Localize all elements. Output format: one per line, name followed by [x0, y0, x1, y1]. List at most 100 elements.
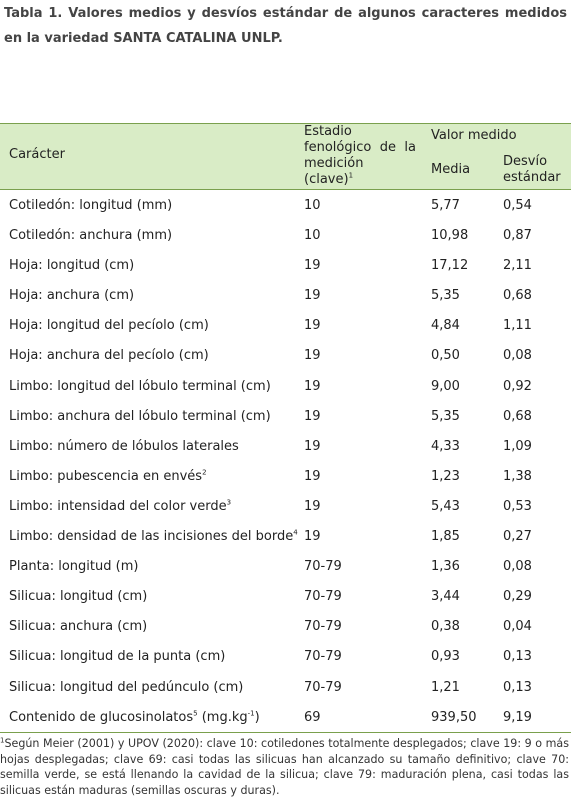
- cell-caracter-text: Hoja: longitud (cm): [9, 258, 135, 274]
- cell-desvio: 0,08: [503, 559, 532, 575]
- cell-media: 17,12: [431, 258, 469, 274]
- cell-estadio: 70-79: [304, 649, 342, 665]
- cell-desvio: 0,08: [503, 348, 532, 364]
- table-row: Silicua: longitud de la punta (cm) 70-79 0…: [0, 641, 571, 671]
- cell-estadio: 69: [304, 709, 321, 725]
- cell-caracter: Silicua: longitud del pedúnculo (cm): [9, 679, 243, 696]
- cell-media: 1,23: [431, 468, 460, 484]
- cell-desvio: 1,11: [503, 318, 532, 334]
- cell-media: 1,21: [431, 679, 460, 695]
- cell-unit-close: ): [254, 709, 260, 725]
- cell-footnote-mark: 3: [226, 498, 232, 507]
- cell-caracter-text: Limbo: intensidad del color verde: [9, 498, 227, 514]
- cell-caracter: Silicua: longitud (cm): [9, 588, 147, 605]
- cell-desvio: 0,13: [503, 679, 532, 695]
- cell-caracter: Cotiledón: longitud (mm): [9, 197, 172, 214]
- cell-caracter-text: Limbo: densidad de las incisiones del bo…: [9, 529, 294, 545]
- table-row: Silicua: longitud (cm) 70-79 3,44 0,29: [0, 581, 571, 611]
- cell-estadio: 70-79: [304, 589, 342, 605]
- cell-caracter-text: Silicua: longitud (cm): [9, 589, 148, 605]
- cell-media: 1,85: [431, 529, 460, 545]
- cell-media: 5,43: [431, 498, 460, 514]
- cell-caracter: Limbo: anchura del lóbulo terminal (cm): [9, 408, 271, 425]
- table-row: Hoja: anchura del pecíolo (cm) 19 0,50 0,08: [0, 340, 571, 370]
- table-body: Cotiledón: longitud (mm) 10 5,77 0,54 Cotile…: [0, 190, 571, 733]
- cell-caracter-text: Limbo: anchura del lóbulo terminal (cm): [9, 408, 271, 424]
- table-row: Silicua: longitud del pedúnculo (cm) 70-7…: [0, 672, 571, 702]
- cell-caracter-text: Hoja: anchura del pecíolo (cm): [9, 348, 209, 364]
- cell-media: 0,93: [431, 649, 460, 665]
- cell-caracter-text: Limbo: pubescencia en envés: [9, 468, 203, 484]
- cell-caracter: Hoja: longitud (cm): [9, 257, 134, 274]
- cell-caracter-text: Silicua: longitud del pedúnculo (cm): [9, 679, 244, 695]
- table-row: Hoja: longitud del pecíolo (cm) 19 4,84 1,1…: [0, 310, 571, 340]
- cell-estadio: 19: [304, 468, 321, 484]
- table-row: Limbo: pubescencia en envés2 19 1,23 1,38: [0, 461, 571, 491]
- cell-caracter-text: Silicua: anchura (cm): [9, 619, 148, 635]
- cell-desvio: 1,38: [503, 468, 532, 484]
- header-estadio-text: Estadio fenológico de la medición (clave…: [304, 124, 416, 187]
- cell-media: 5,77: [431, 198, 460, 213]
- table-row: Cotiledón: anchura (mm) 10 10,98 0,87: [0, 220, 571, 250]
- cell-media: 4,84: [431, 318, 460, 334]
- cell-caracter: Hoja: anchura del pecíolo (cm): [9, 347, 209, 364]
- cell-estadio: 10: [304, 198, 321, 213]
- cell-media: 939,50: [431, 709, 477, 725]
- cell-desvio: 9,19: [503, 709, 532, 725]
- cell-desvio: 0,87: [503, 228, 532, 244]
- cell-caracter-text: Silicua: longitud de la punta (cm): [9, 649, 226, 665]
- cell-estadio: 19: [304, 288, 321, 304]
- cell-caracter-text: Limbo: número de lóbulos laterales: [9, 438, 239, 454]
- cell-estadio: 19: [304, 408, 321, 424]
- table-row: Silicua: anchura (cm) 70-79 0,38 0,04: [0, 611, 571, 641]
- cell-caracter: Limbo: intensidad del color verde3: [9, 498, 231, 515]
- table-caption: Tabla 1. Valores medios y desvíos estánd…: [4, 6, 567, 46]
- header-estadio: Estadio fenológico de la medición (clave…: [304, 124, 416, 188]
- footnote: 1Según Meier (2001) y UPOV (2020): clave…: [0, 736, 569, 798]
- cell-desvio: 0,92: [503, 378, 532, 394]
- cell-desvio: 0,27: [503, 529, 532, 545]
- cell-desvio: 0,53: [503, 498, 532, 514]
- cell-estadio: 19: [304, 258, 321, 274]
- cell-unit: (mg.kg: [197, 709, 248, 725]
- cell-media: 4,33: [431, 438, 460, 454]
- cell-caracter-text: Contenido de glucosinolatos: [9, 709, 194, 725]
- cell-footnote-mark: 5: [193, 709, 198, 718]
- table-row: Contenido de glucosinolatos5 (mg.kg-1) 69…: [0, 702, 571, 733]
- cell-estadio: 70-79: [304, 619, 342, 635]
- cell-media: 5,35: [431, 408, 460, 424]
- cell-media: 10,98: [431, 228, 469, 244]
- cell-desvio: 0,68: [503, 408, 532, 424]
- cell-caracter: Limbo: pubescencia en envés2: [9, 468, 207, 485]
- table-row: Planta: longitud (m) 70-79 1,36 0,08: [0, 551, 571, 581]
- header-media: Media: [431, 162, 471, 177]
- cell-desvio: 0,04: [503, 619, 532, 635]
- header-estadio-footnote-mark: 1: [348, 171, 354, 180]
- cell-media: 1,36: [431, 559, 460, 575]
- cell-media: 0,38: [431, 619, 460, 635]
- cell-caracter-text: Hoja: anchura (cm): [9, 288, 135, 304]
- cell-caracter: Contenido de glucosinolatos5 (mg.kg-1): [9, 709, 260, 726]
- table-header: Carácter Estadio fenológico de la medici…: [0, 123, 571, 190]
- cell-footnote-mark: 2: [202, 468, 207, 477]
- table-row: Limbo: anchura del lóbulo terminal (cm) 1…: [0, 401, 571, 431]
- cell-estadio: 70-79: [304, 559, 342, 575]
- cell-caracter-text: Planta: longitud (m): [9, 559, 139, 575]
- cell-caracter-text: Cotiledón: anchura (mm): [9, 228, 173, 244]
- table-row: Cotiledón: longitud (mm) 10 5,77 0,54: [0, 190, 571, 220]
- data-table: Carácter Estadio fenológico de la medici…: [0, 123, 571, 733]
- cell-estadio: 19: [304, 498, 321, 514]
- cell-caracter: Limbo: longitud del lóbulo terminal (cm): [9, 378, 271, 395]
- cell-desvio: 0,29: [503, 589, 532, 605]
- cell-caracter-text: Cotiledón: longitud (mm): [9, 198, 173, 213]
- cell-desvio: 0,68: [503, 288, 532, 304]
- cell-caracter: Cotiledón: anchura (mm): [9, 227, 172, 244]
- cell-caracter: Hoja: anchura (cm): [9, 287, 134, 304]
- footnote-mark: 1: [0, 736, 5, 745]
- header-valor-medido: Valor medido: [431, 128, 517, 143]
- cell-estadio: 19: [304, 378, 321, 394]
- header-caracter: Carácter: [9, 147, 65, 162]
- cell-caracter-text: Hoja: longitud del pecíolo (cm): [9, 318, 209, 334]
- cell-desvio: 1,09: [503, 438, 532, 454]
- footnote-text: Según Meier (2001) y UPOV (2020): clave …: [0, 737, 569, 797]
